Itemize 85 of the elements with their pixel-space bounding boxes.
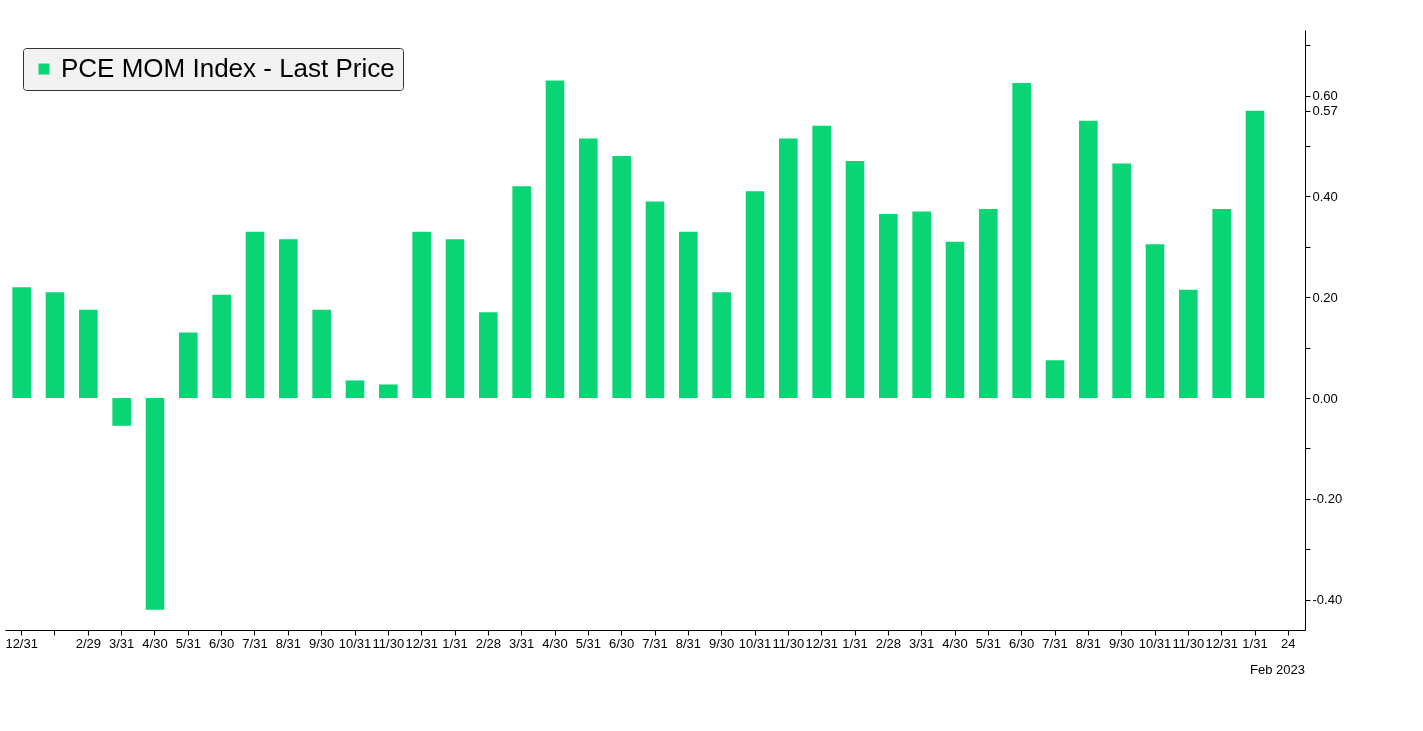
bar [1112, 163, 1131, 399]
x-tick-label: 5/31 [175, 635, 201, 651]
bar [145, 398, 165, 610]
x-tick-label: 2/28 [875, 635, 901, 651]
y-tick-label: 0.00 [1312, 390, 1338, 406]
x-tick-label: 10/31 [1138, 635, 1172, 651]
x-tick-label: 9/30 [1109, 635, 1135, 651]
x-tick-label: 8/31 [1075, 635, 1101, 651]
bar [1212, 208, 1231, 399]
bar [512, 186, 531, 399]
bar [412, 231, 431, 399]
bar [812, 125, 831, 399]
x-tick-label: 7/31 [242, 635, 268, 651]
x-tick-label: 5/31 [975, 635, 1001, 651]
x-tick-label: 9/30 [309, 635, 335, 651]
bar [79, 309, 98, 399]
bar [45, 292, 65, 399]
x-tick-label: 1/31 [442, 635, 468, 651]
bar [745, 191, 765, 399]
x-tick-label: 12/31 [805, 635, 838, 651]
bar [612, 156, 631, 399]
bar [479, 312, 498, 399]
x-tick-label: 11/30 [772, 635, 805, 651]
x-tick-label: 12/31 [1205, 635, 1238, 651]
x-tick-label: 4/30 [542, 635, 568, 651]
bar [1245, 110, 1265, 399]
x-tick-label: 10/31 [738, 635, 772, 651]
bar [1012, 82, 1031, 399]
bar [945, 241, 965, 399]
bar [279, 239, 298, 399]
bar [112, 398, 131, 426]
x-tick-label: 12/31 [405, 635, 438, 651]
bar [912, 211, 931, 399]
y-tick-label: 0.40 [1312, 188, 1338, 204]
x-tick-label: 1/31 [1242, 635, 1268, 651]
bar [179, 332, 198, 399]
x-tick-label: 24 [1281, 635, 1296, 651]
bar [712, 292, 731, 399]
x-tick-label: 4/30 [142, 635, 168, 651]
x-tick-label: 4/30 [942, 635, 968, 651]
bar [245, 231, 265, 399]
x-tick-label: 7/31 [642, 635, 668, 651]
bar [445, 239, 465, 399]
x-tick-label: 3/31 [509, 635, 535, 651]
y-tick-label: -0.40 [1312, 592, 1343, 608]
y-tick-label: -0.20 [1312, 491, 1343, 507]
bar [545, 80, 565, 399]
x-tick-label: 7/31 [1042, 635, 1068, 651]
y-tick-label: 0.60 [1312, 88, 1338, 104]
bar [879, 214, 898, 399]
bar [845, 161, 865, 399]
x-tick-label: 3/31 [909, 635, 935, 651]
x-tick-label: 11/30 [1172, 635, 1205, 651]
x-tick-label: 5/31 [575, 635, 601, 651]
x-tick-label: 9/30 [709, 635, 735, 651]
bar [212, 294, 231, 399]
bar [979, 208, 998, 399]
bar [12, 287, 31, 399]
bar [645, 201, 665, 399]
bar [1045, 360, 1065, 399]
x-tick-label: 8/31 [275, 635, 301, 651]
x-tick-label: 12/31 [5, 635, 38, 651]
x-tick-label: 10/31 [338, 635, 372, 651]
text: Feb 2023 [1250, 662, 1305, 677]
bar [312, 309, 331, 399]
legend-label: PCE MOM Index - Last Price [61, 53, 395, 83]
x-tick-label: 2/29 [75, 635, 101, 651]
x-tick-label: 11/30 [372, 635, 405, 651]
y-tick-label: 0.20 [1312, 289, 1338, 305]
bar [679, 231, 698, 399]
bar [379, 384, 398, 399]
x-tick-label: 6/30 [1009, 635, 1035, 651]
bar [345, 380, 365, 399]
x-tick-label: 8/31 [675, 635, 701, 651]
bar [779, 138, 798, 399]
bar [579, 138, 598, 399]
x-tick-label: 2/28 [475, 635, 501, 651]
y-tick-label: 0.57 [1312, 103, 1338, 119]
x-tick-label: 6/30 [209, 635, 235, 651]
bar [1145, 244, 1165, 399]
bar [1079, 120, 1098, 399]
x-tick-label: 6/30 [609, 635, 635, 651]
x-tick-label: 1/31 [842, 635, 868, 651]
x-tick-label: 3/31 [109, 635, 135, 651]
bar [1179, 289, 1198, 399]
